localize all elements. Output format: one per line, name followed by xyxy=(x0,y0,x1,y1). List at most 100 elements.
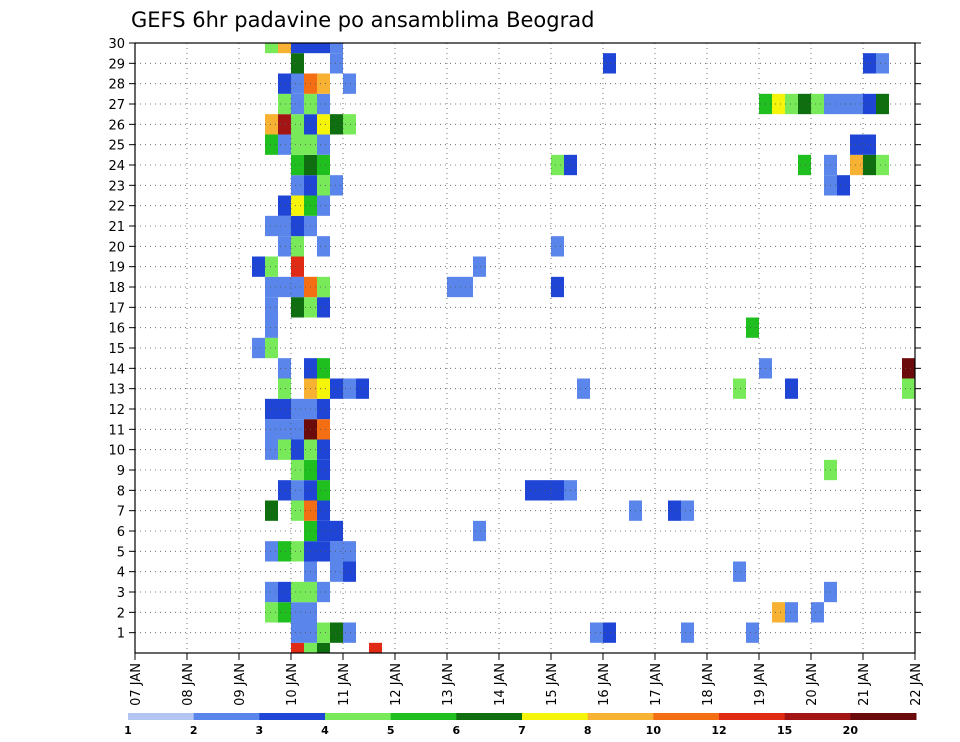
heatmap-cell xyxy=(733,561,746,582)
heatmap-cell xyxy=(772,93,785,115)
colorbar-label: 3 xyxy=(256,724,264,737)
heatmap-cell xyxy=(278,439,291,460)
y-tick-label: 6 xyxy=(117,525,125,540)
heatmap-cell xyxy=(278,276,291,298)
heatmap-cell xyxy=(291,581,304,603)
y-tick-label: 25 xyxy=(108,139,125,154)
heatmap-cell xyxy=(343,73,356,94)
heatmap-cell xyxy=(317,358,330,379)
heatmap-cell xyxy=(863,93,876,115)
heatmap-cell xyxy=(291,276,304,298)
heatmap-cell xyxy=(278,134,291,155)
heatmap-cell xyxy=(291,195,304,216)
colorbar-swatch xyxy=(850,713,917,720)
y-tick-label: 8 xyxy=(117,484,125,499)
colorbar-swatch xyxy=(259,713,326,720)
heatmap-cell xyxy=(291,53,304,74)
y-tick-label: 26 xyxy=(108,118,125,133)
heatmap-cell xyxy=(863,154,876,176)
x-tick-label: 13 JAN xyxy=(441,663,456,706)
heatmap-cell xyxy=(460,276,473,298)
heatmap-cell xyxy=(317,642,330,653)
heatmap-cell xyxy=(681,622,694,643)
heatmap-cell xyxy=(291,134,304,155)
y-tick-label: 13 xyxy=(108,383,125,398)
y-tick-label: 1 xyxy=(117,627,125,642)
heatmap-cell xyxy=(291,622,304,643)
heatmap-cell xyxy=(265,256,278,277)
heatmap-cell xyxy=(551,276,564,298)
heatmap-cell xyxy=(850,154,863,176)
heatmap-cell xyxy=(291,175,304,196)
heatmap-cell xyxy=(876,93,889,115)
heatmap-cell xyxy=(265,134,278,155)
y-tick-label: 28 xyxy=(108,78,125,93)
colorbar-label: 10 xyxy=(646,724,662,737)
heatmap-cell xyxy=(278,398,291,420)
heatmap-cell xyxy=(785,378,798,399)
heatmap-cell xyxy=(876,154,889,176)
x-tick-label: 20 JAN xyxy=(805,663,820,706)
heatmap-cell xyxy=(551,154,564,176)
heatmap-cell xyxy=(278,93,291,115)
heatmap-cell xyxy=(317,500,330,521)
x-tick-label: 10 JAN xyxy=(285,663,300,706)
heatmap-cell xyxy=(330,175,343,196)
heatmap-cell xyxy=(343,541,356,562)
colorbar-label: 20 xyxy=(843,724,859,737)
heatmap-cell xyxy=(850,134,863,155)
heatmap-cell xyxy=(330,541,343,562)
heatmap-cell xyxy=(265,317,278,338)
heatmap-cell xyxy=(291,256,304,277)
heatmap-cell xyxy=(265,439,278,460)
heatmap-cell xyxy=(291,541,304,562)
heatmap-cell xyxy=(278,581,291,603)
heatmap-cell xyxy=(317,419,330,440)
y-tick-labels: 1234567891011121314151617181920212223242… xyxy=(108,37,125,642)
heatmap-cell xyxy=(265,398,278,420)
heatmap-cells xyxy=(252,43,915,653)
heatmap-cell xyxy=(850,93,863,115)
heatmap-cell xyxy=(291,154,304,176)
heatmap-cell xyxy=(317,73,330,94)
x-tick-label: 22 JAN xyxy=(909,663,924,706)
heatmap-cell xyxy=(291,297,304,318)
heatmap-cell xyxy=(317,297,330,318)
heatmap-cell xyxy=(785,93,798,115)
heatmap-cell xyxy=(317,175,330,196)
heatmap-cell xyxy=(278,480,291,501)
heatmap-cell xyxy=(590,622,603,643)
y-tick-label: 7 xyxy=(117,505,125,520)
x-tick-label: 14 JAN xyxy=(493,663,508,706)
colorbar-label: 6 xyxy=(453,724,461,737)
heatmap-cell xyxy=(356,378,369,399)
heatmap-cell xyxy=(369,642,382,653)
heatmap-cell xyxy=(265,215,278,237)
y-tick-label: 30 xyxy=(108,37,125,52)
y-tick-label: 5 xyxy=(117,545,125,560)
heatmap-cell xyxy=(278,215,291,237)
heatmap-cell xyxy=(811,93,824,115)
heatmap-cell xyxy=(343,378,356,399)
heatmap-cell xyxy=(252,256,265,277)
x-tick-label: 15 JAN xyxy=(545,663,560,706)
heatmap-cell xyxy=(291,114,304,135)
heatmap-cell xyxy=(265,602,278,623)
heatmap-cell xyxy=(330,114,343,135)
heatmap-cell xyxy=(538,480,551,501)
y-tick-label: 2 xyxy=(117,606,125,621)
heatmap-cell xyxy=(603,53,616,74)
heatmap-cell xyxy=(863,53,876,74)
heatmap-cell xyxy=(798,93,811,115)
heatmap-cell xyxy=(902,378,915,399)
heatmap-cell xyxy=(291,480,304,501)
heatmap-cell xyxy=(278,43,291,54)
colorbar-swatch xyxy=(784,713,851,720)
colorbar-label: 7 xyxy=(518,724,526,737)
heatmap-cell xyxy=(291,43,304,54)
heatmap-cell xyxy=(317,541,330,562)
y-tick-label: 14 xyxy=(108,362,125,377)
heatmap-cell xyxy=(291,439,304,460)
heatmap-cell xyxy=(811,602,824,623)
